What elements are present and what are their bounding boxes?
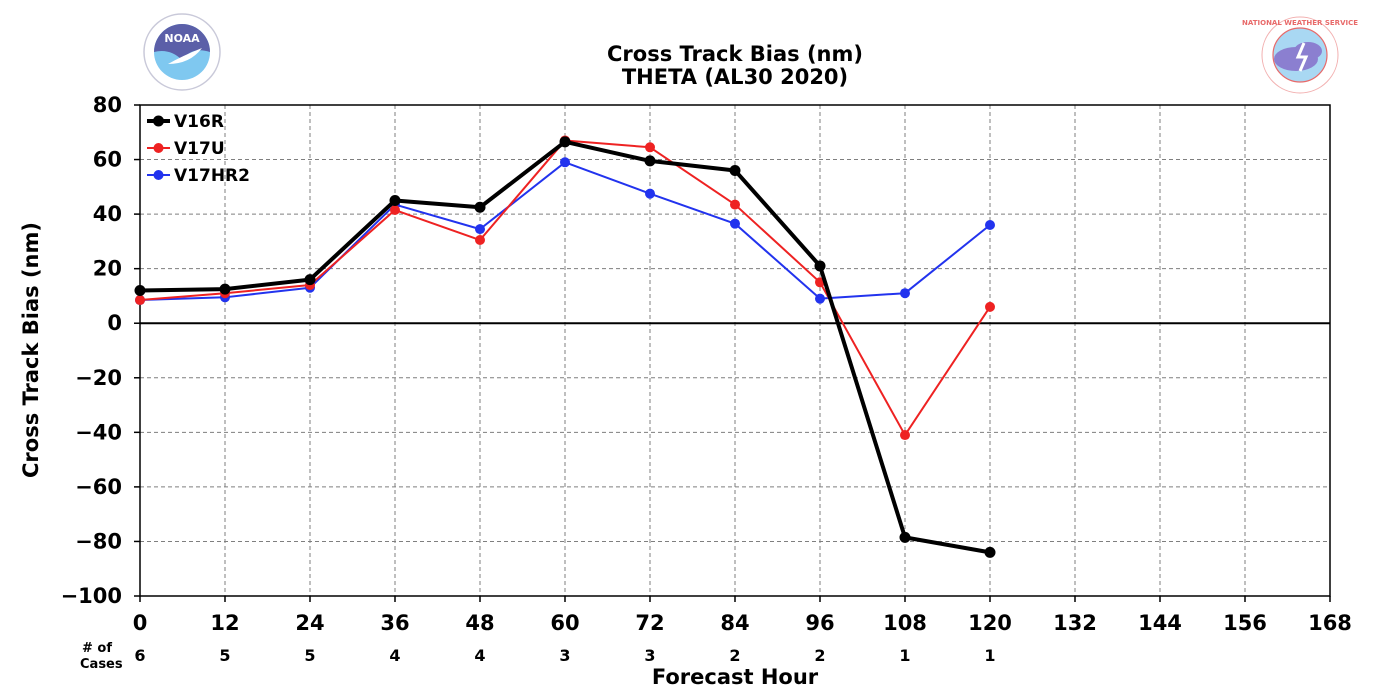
x-tick-label: 84 xyxy=(720,611,749,635)
data-point xyxy=(644,155,656,167)
data-point xyxy=(134,284,146,296)
data-point xyxy=(389,194,401,206)
x-tick-label: 36 xyxy=(380,611,409,635)
x-axis-ticks: 0 12 24 36 48 60 72 84 96 108 120 132 144 156 168 xyxy=(133,596,1352,635)
y-tick-label: 40 xyxy=(93,202,122,226)
case-count: 2 xyxy=(814,646,825,665)
cases-label-line1: # of xyxy=(82,641,112,656)
y-tick-label: −40 xyxy=(75,420,122,444)
data-point xyxy=(474,201,486,213)
grid xyxy=(140,105,1330,596)
series-v17hr2 xyxy=(135,157,995,306)
legend-swatch-marker xyxy=(153,170,164,180)
case-count: 5 xyxy=(219,646,230,665)
legend-entry: V17U xyxy=(147,139,225,159)
data-point xyxy=(814,260,826,272)
case-count: 5 xyxy=(304,646,315,665)
data-point xyxy=(390,205,400,216)
legend-swatch-marker xyxy=(153,115,164,127)
x-tick-label: 0 xyxy=(133,611,148,635)
data-point xyxy=(899,531,911,543)
y-tick-label: 0 xyxy=(107,311,122,335)
data-point xyxy=(984,546,996,558)
legend-entry: V16R xyxy=(147,112,224,132)
legend-entry: V17HR2 xyxy=(147,166,250,186)
y-tick-label: 20 xyxy=(93,257,122,281)
data-point xyxy=(729,164,741,176)
case-count: 1 xyxy=(899,646,910,665)
data-point xyxy=(900,430,910,441)
data-point xyxy=(475,224,485,235)
x-tick-label: 168 xyxy=(1308,611,1352,635)
legend-label: V16R xyxy=(174,112,224,132)
data-point xyxy=(645,142,655,153)
x-tick-label: 120 xyxy=(968,611,1012,635)
x-tick-label: 144 xyxy=(1138,611,1182,635)
y-tick-label: 80 xyxy=(93,93,122,117)
y-tick-label: −60 xyxy=(75,475,122,499)
x-tick-label: 72 xyxy=(635,611,664,635)
legend: V16R V17U V17HR2 xyxy=(147,112,250,186)
x-tick-label: 108 xyxy=(883,611,927,635)
nws-logo-text: NATIONAL WEATHER SERVICE xyxy=(1242,19,1358,27)
data-point xyxy=(559,136,571,148)
data-point xyxy=(900,288,910,299)
x-tick-label: 48 xyxy=(465,611,494,635)
nws-logo: NATIONAL WEATHER SERVICE xyxy=(1242,16,1358,94)
legend-label: V17U xyxy=(174,139,225,159)
cases-row: # of Cases 6 5 5 4 4 3 3 2 2 1 1 xyxy=(80,641,996,672)
series-v16r xyxy=(134,136,996,558)
data-point xyxy=(560,157,570,168)
chart-subtitle: THETA (AL30 2020) xyxy=(622,65,848,89)
y-axis-label: Cross Track Bias (nm) xyxy=(19,222,43,478)
case-count: 6 xyxy=(134,646,145,665)
data-point xyxy=(985,220,995,231)
x-tick-label: 132 xyxy=(1053,611,1097,635)
x-axis-label: Forecast Hour xyxy=(652,665,819,689)
legend-label: V17HR2 xyxy=(174,166,250,186)
x-tick-label: 156 xyxy=(1223,611,1267,635)
case-count: 4 xyxy=(389,646,400,665)
data-point xyxy=(135,295,145,306)
data-point xyxy=(304,274,316,286)
y-tick-label: −80 xyxy=(75,529,122,553)
x-tick-label: 60 xyxy=(550,611,579,635)
case-count: 4 xyxy=(474,646,485,665)
case-count: 3 xyxy=(644,646,655,665)
data-point xyxy=(985,301,995,312)
data-point xyxy=(475,235,485,246)
data-point xyxy=(645,188,655,199)
noaa-logo: NOAA xyxy=(143,13,221,91)
data-point xyxy=(219,283,231,295)
case-count: 3 xyxy=(559,646,570,665)
case-count: 1 xyxy=(984,646,995,665)
y-tick-label: −100 xyxy=(61,584,122,608)
noaa-logo-text: NOAA xyxy=(164,32,200,45)
y-tick-label: 60 xyxy=(93,148,122,172)
y-axis-ticks: 80 60 40 20 0 −20 −40 −60 −80 −100 xyxy=(61,93,140,608)
x-tick-label: 24 xyxy=(295,611,324,635)
data-point xyxy=(815,293,825,304)
x-tick-label: 96 xyxy=(805,611,834,635)
cases-label-line2: Cases xyxy=(80,657,123,672)
series-layer xyxy=(134,135,996,558)
legend-swatch-marker xyxy=(153,143,164,153)
y-tick-label: −20 xyxy=(75,366,122,390)
data-point xyxy=(730,218,740,229)
x-tick-label: 12 xyxy=(210,611,239,635)
case-count: 2 xyxy=(729,646,740,665)
chart-title: Cross Track Bias (nm) xyxy=(607,42,863,66)
data-point xyxy=(730,199,740,210)
